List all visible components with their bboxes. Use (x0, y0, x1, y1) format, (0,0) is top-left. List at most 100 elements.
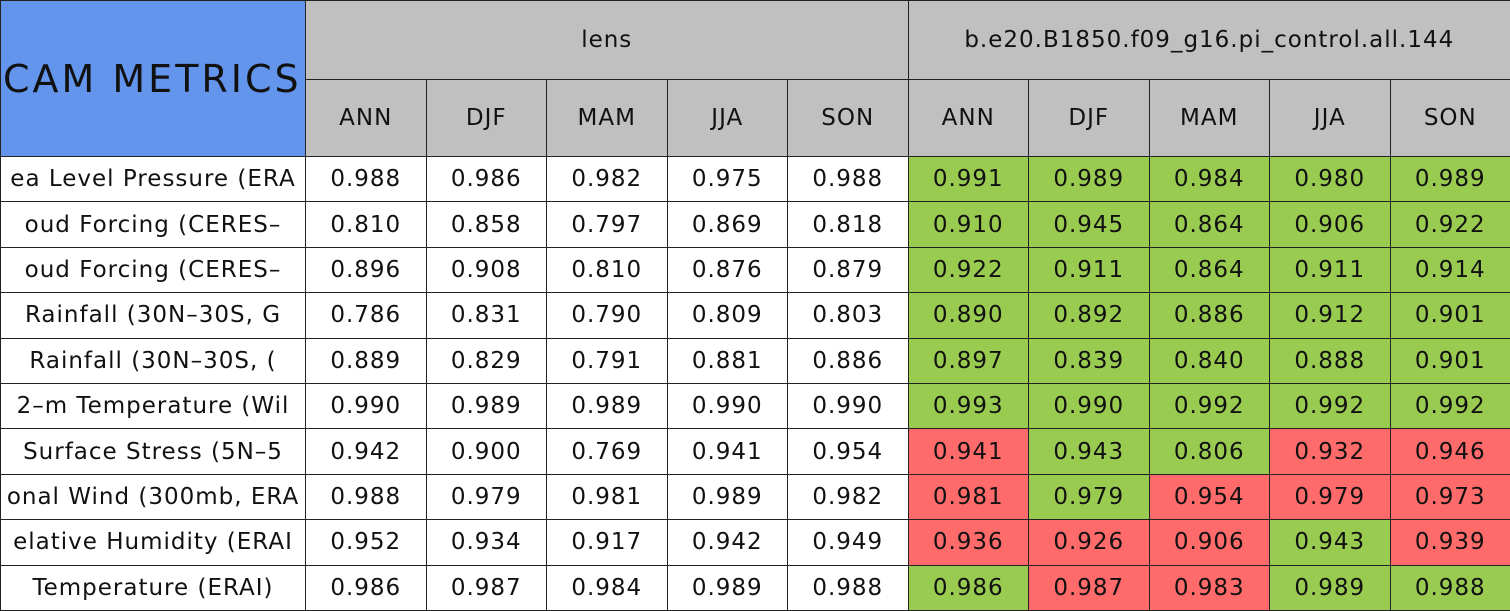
metric-cell: 0.990 (1028, 382, 1150, 430)
metric-cell: 0.936 (907, 519, 1029, 566)
metric-cell: 0.973 (1389, 473, 1510, 521)
metric-cell: 0.943 (1028, 428, 1150, 475)
metric-cell: 0.988 (305, 473, 427, 521)
row-label: Surface Stress (5N–5 (0, 428, 306, 475)
data-row: Temperature (ERAI) 0.986 0.987 0.984 0.989 0.… (0, 564, 1510, 611)
metric-cell: 0.988 (1389, 564, 1510, 611)
data-row: Surface Stress (5N–5 0.942 0.900 0.769 0.941… (0, 428, 1510, 475)
metric-cell: 0.906 (1148, 519, 1270, 566)
metric-cell: 0.922 (1389, 201, 1510, 248)
metric-cell: 0.911 (1028, 246, 1150, 294)
metric-cell: 0.979 (1269, 473, 1391, 521)
data-row: ea Level Pressure (ERA 0.988 0.986 0.982 0.9… (0, 155, 1510, 203)
metric-cell: 0.989 (666, 564, 788, 611)
metric-cell: 0.901 (1389, 337, 1510, 384)
metric-cell: 0.889 (305, 337, 427, 384)
metric-cell: 0.989 (1389, 155, 1510, 203)
metric-cell: 0.926 (1028, 519, 1150, 566)
metric-cell: 0.864 (1148, 201, 1270, 248)
metric-cell: 0.839 (1028, 337, 1150, 384)
data-row: onal Wind (300mb, ERA 0.988 0.979 0.981 0.98… (0, 473, 1510, 521)
metric-cell: 0.983 (1148, 564, 1270, 611)
metric-cell: 0.881 (666, 337, 788, 384)
metric-cell: 0.989 (546, 382, 668, 430)
metric-cell: 0.879 (787, 246, 909, 294)
metric-cell: 0.791 (546, 337, 668, 384)
row-label: oud Forcing (CERES– (0, 246, 306, 294)
metric-cell: 0.869 (666, 201, 788, 248)
metric-cell: 0.987 (425, 564, 547, 611)
data-row: 2–m Temperature (Wil 0.990 0.989 0.989 0.990… (0, 382, 1510, 430)
metric-cell: 0.911 (1269, 246, 1391, 294)
metric-cell: 0.886 (1148, 292, 1270, 339)
metric-cell: 0.941 (666, 428, 788, 475)
metric-cell: 0.945 (1028, 201, 1150, 248)
group-header: b.e20.B1850.f09_g16.pi_control.all.144 (907, 0, 1510, 80)
metric-cell: 0.981 (546, 473, 668, 521)
metric-cell: 0.990 (305, 382, 427, 430)
row-label: Temperature (ERAI) (0, 564, 306, 611)
metric-cell: 0.858 (425, 201, 547, 248)
data-row: Rainfall (30N–30S, G 0.786 0.831 0.790 0.809… (0, 292, 1510, 339)
metric-cell: 0.897 (907, 337, 1029, 384)
metric-cell: 0.941 (907, 428, 1029, 475)
season-header: MAM (1148, 79, 1270, 157)
data-row: Rainfall (30N–30S, (0.889 0.829 0.791 0.881… (0, 337, 1510, 384)
metric-cell: 0.864 (1148, 246, 1270, 294)
metric-cell: 0.901 (1389, 292, 1510, 339)
row-label: ea Level Pressure (ERA (0, 155, 306, 203)
metric-cell: 0.942 (305, 428, 427, 475)
season-header: JJA (1269, 79, 1391, 157)
metric-cell: 0.892 (1028, 292, 1150, 339)
metric-cell: 0.990 (787, 382, 909, 430)
metric-cell: 0.989 (425, 382, 547, 430)
data-row: oud Forcing (CERES– 0.810 0.858 0.797 0.869 0… (0, 201, 1510, 248)
metric-cell: 0.886 (787, 337, 909, 384)
metric-cell: 0.986 (425, 155, 547, 203)
season-header: ANN (305, 79, 427, 157)
metric-cell: 0.806 (1148, 428, 1270, 475)
metric-cell: 0.896 (305, 246, 427, 294)
metric-cell: 0.990 (666, 382, 788, 430)
metric-cell: 0.922 (907, 246, 1029, 294)
metric-cell: 0.912 (1269, 292, 1391, 339)
metric-cell: 0.900 (425, 428, 547, 475)
row-label: 2–m Temperature (Wil (0, 382, 306, 430)
metric-cell: 0.934 (425, 519, 547, 566)
metric-cell: 0.906 (1269, 201, 1391, 248)
metric-cell: 0.988 (787, 564, 909, 611)
metric-cell: 0.797 (546, 201, 668, 248)
metric-cell: 0.992 (1389, 382, 1510, 430)
metric-cell: 0.984 (1148, 155, 1270, 203)
metric-cell: 0.992 (1148, 382, 1270, 430)
metric-cell: 0.932 (1269, 428, 1391, 475)
metric-cell: 0.840 (1148, 337, 1270, 384)
season-header: SON (1389, 79, 1510, 157)
metric-cell: 0.989 (1269, 564, 1391, 611)
metric-cell: 0.949 (787, 519, 909, 566)
metric-cell: 0.790 (546, 292, 668, 339)
metric-cell: 0.981 (907, 473, 1029, 521)
metric-cell: 0.831 (425, 292, 547, 339)
season-header: SON (787, 79, 909, 157)
metric-cell: 0.980 (1269, 155, 1391, 203)
row-label: elative Humidity (ERAI (0, 519, 306, 566)
metric-cell: 0.810 (305, 201, 427, 248)
metric-cell: 0.984 (546, 564, 668, 611)
metric-cell: 0.992 (1269, 382, 1391, 430)
metric-cell: 0.908 (425, 246, 547, 294)
data-row: elative Humidity (ERAI 0.952 0.934 0.917 0.9… (0, 519, 1510, 566)
row-label: Rainfall (30N–30S, ( (0, 337, 306, 384)
metric-cell: 0.986 (907, 564, 1029, 611)
metric-cell: 0.914 (1389, 246, 1510, 294)
metric-cell: 0.942 (666, 519, 788, 566)
metric-cell: 0.986 (305, 564, 427, 611)
metric-cell: 0.954 (1148, 473, 1270, 521)
metric-cell: 0.917 (546, 519, 668, 566)
metric-cell: 0.987 (1028, 564, 1150, 611)
season-header: ANN (907, 79, 1029, 157)
metric-cell: 0.979 (425, 473, 547, 521)
metric-cell: 0.993 (907, 382, 1029, 430)
